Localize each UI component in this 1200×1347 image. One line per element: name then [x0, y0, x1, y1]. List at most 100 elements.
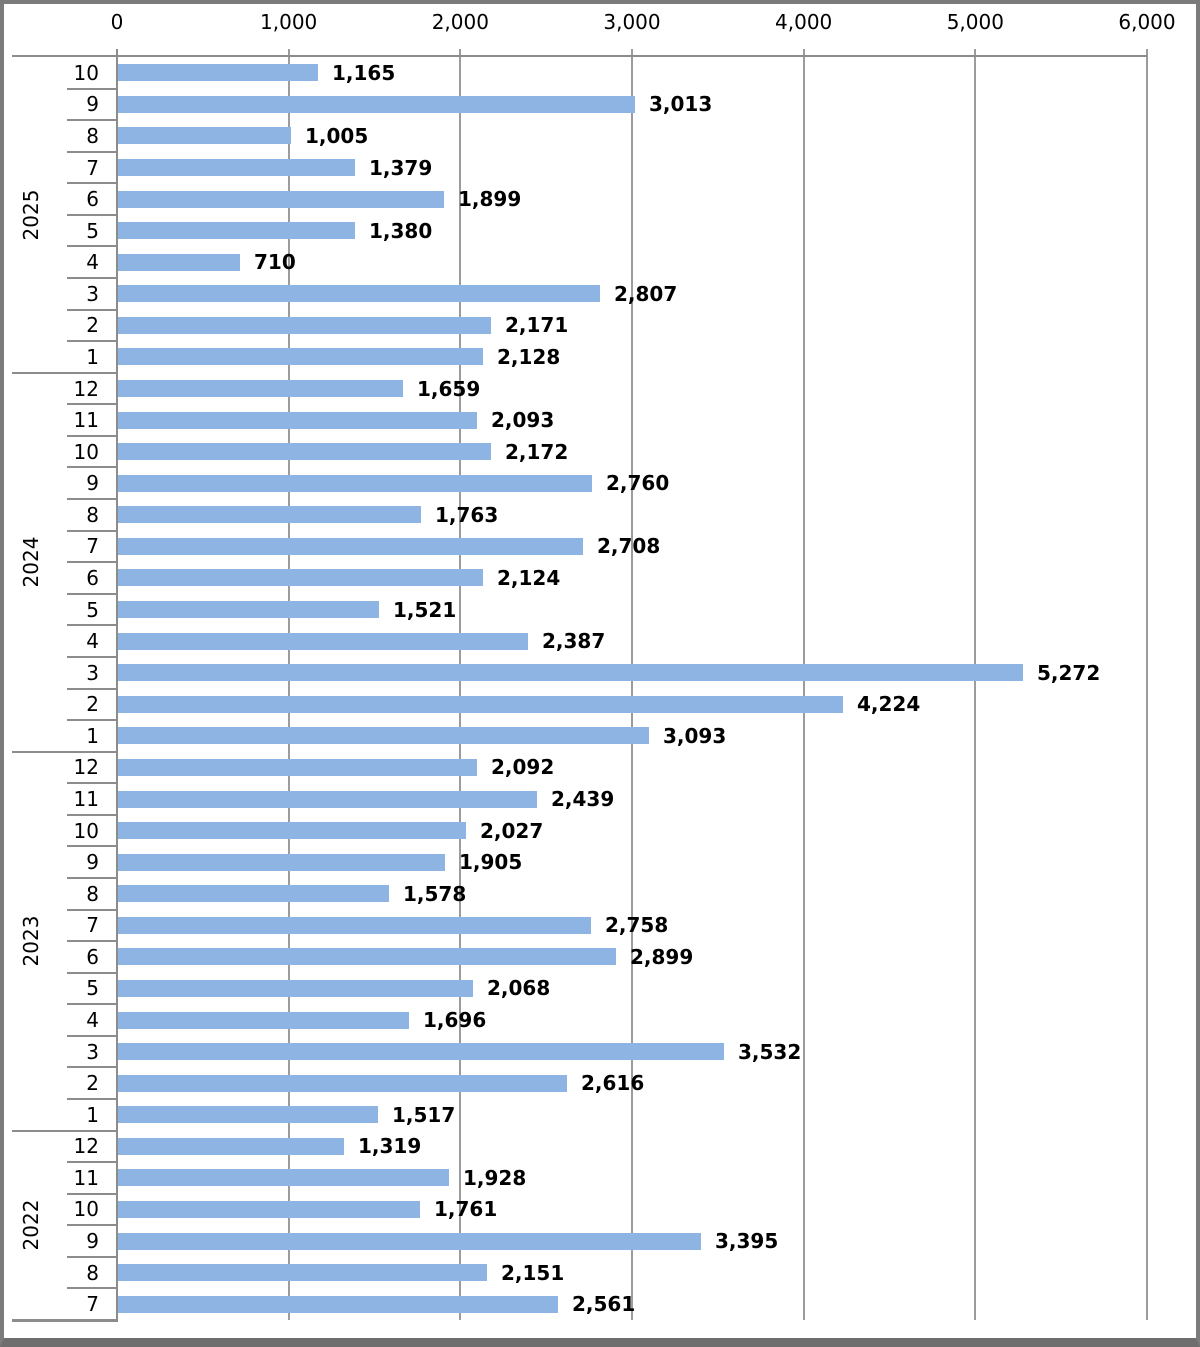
bar-value-label: 2,758: [605, 913, 669, 938]
month-tick-label: 4: [86, 250, 99, 275]
month-tick-line: [67, 1034, 117, 1037]
bar-value-label: 1,696: [423, 1008, 487, 1033]
month-tick-label: 8: [86, 881, 99, 906]
bar: [118, 64, 318, 81]
month-tick-label: 1: [86, 723, 99, 748]
month-tick-label: 9: [86, 1229, 99, 1254]
x-axis-tick-label: 2,000: [431, 10, 489, 34]
month-tick-label: 5: [86, 976, 99, 1001]
month-tick-label: 9: [86, 850, 99, 875]
gridline: [974, 49, 977, 1320]
bar-value-label: 1,521: [393, 597, 457, 622]
month-tick-line: [67, 434, 117, 437]
bar-value-label: 1,165: [332, 60, 396, 85]
month-tick-line: [67, 466, 117, 469]
year-axis-label: 2023: [19, 915, 43, 967]
month-tick-label: 3: [86, 1039, 99, 1064]
month-tick-label: 11: [73, 1165, 99, 1190]
bar-value-label: 2,172: [505, 439, 569, 464]
month-tick-line: [67, 845, 117, 848]
month-tick-label: 12: [73, 1134, 99, 1159]
gridline: [1146, 49, 1148, 1320]
gridline: [459, 49, 462, 1320]
bar-value-label: 2,807: [614, 281, 678, 306]
month-tick-label: 1: [86, 344, 99, 369]
month-tick-label: 6: [86, 944, 99, 969]
bar-value-label: 1,905: [459, 850, 523, 875]
month-tick-line: [67, 1161, 117, 1164]
bar: [118, 96, 635, 113]
bar-value-label: 710: [254, 250, 296, 275]
month-tick-label: 8: [86, 502, 99, 527]
bar: [118, 633, 528, 650]
bar: [118, 948, 616, 965]
year-axis-label: 2024: [19, 536, 43, 588]
month-tick-line: [67, 1255, 117, 1258]
month-tick-line: [67, 1097, 117, 1100]
bar: [118, 759, 477, 776]
bar: [118, 127, 291, 144]
month-tick-line: [67, 813, 117, 816]
year-separator-line: [12, 1129, 117, 1132]
month-tick-line: [67, 1066, 117, 1069]
month-tick-label: 9: [86, 471, 99, 496]
bar: [118, 380, 403, 397]
month-tick-line: [67, 940, 117, 943]
month-tick-line: [67, 971, 117, 974]
bar-value-label: 1,659: [417, 376, 481, 401]
month-tick-line: [67, 529, 117, 532]
month-tick-label: 6: [86, 565, 99, 590]
bar-value-label: 3,395: [715, 1229, 779, 1254]
month-tick-line: [67, 308, 117, 311]
month-tick-label: 6: [86, 187, 99, 212]
month-tick-label: 4: [86, 1008, 99, 1033]
month-tick-label: 4: [86, 629, 99, 654]
x-axis-tick-label: 6,000: [1118, 10, 1176, 34]
month-tick-label: 7: [86, 913, 99, 938]
bar: [118, 569, 483, 586]
bar: [118, 791, 537, 808]
bar: [118, 1106, 378, 1123]
month-tick-label: 1: [86, 1102, 99, 1127]
x-axis-tick-label: 4,000: [775, 10, 833, 34]
month-tick-label: 7: [86, 534, 99, 559]
plot-top-border: [12, 55, 1147, 57]
bar: [118, 1296, 558, 1313]
month-tick-label: 3: [86, 660, 99, 685]
bar: [118, 854, 445, 871]
bar-value-label: 2,708: [597, 534, 661, 559]
bar-value-label: 1,379: [369, 155, 433, 180]
month-tick-line: [67, 119, 117, 122]
bar: [118, 1012, 409, 1029]
bar: [118, 254, 240, 271]
month-tick-line: [67, 655, 117, 658]
bar-value-label: 2,387: [542, 629, 606, 654]
month-tick-line: [67, 1287, 117, 1290]
bar-value-label: 2,171: [505, 313, 569, 338]
bar-value-label: 2,439: [551, 787, 615, 811]
bar: [118, 538, 583, 555]
month-tick-label: 9: [86, 92, 99, 117]
month-tick-line: [67, 150, 117, 153]
bar: [118, 664, 1023, 681]
month-tick-line: [67, 277, 117, 280]
gridline: [802, 49, 805, 1320]
bar-value-label: 2,027: [480, 818, 544, 843]
month-tick-line: [67, 782, 117, 785]
bar: [118, 222, 355, 239]
month-tick-label: 3: [86, 281, 99, 306]
bar-value-label: 1,761: [434, 1197, 498, 1222]
month-tick-label: 5: [86, 218, 99, 243]
month-tick-line: [67, 87, 117, 90]
bar-value-label: 2,899: [630, 944, 694, 969]
bar: [118, 1264, 487, 1281]
month-tick-label: 12: [73, 755, 99, 780]
bar: [118, 885, 389, 902]
bar: [118, 475, 592, 492]
bar: [118, 1138, 344, 1155]
bar-value-label: 1,763: [435, 502, 499, 527]
x-axis-tick-label: 0: [110, 10, 124, 34]
month-tick-label: 2: [86, 1071, 99, 1096]
bar: [118, 980, 473, 997]
